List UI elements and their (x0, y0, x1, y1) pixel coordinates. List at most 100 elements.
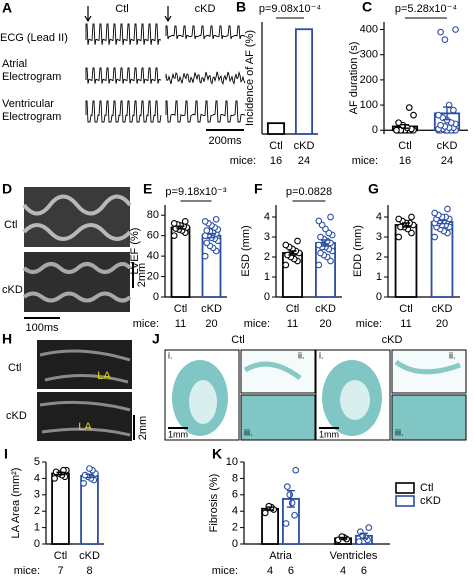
panel-letter: E (143, 181, 152, 197)
y-tick-label: 3 (264, 231, 270, 243)
traces (85, 23, 246, 123)
trace-label: Atrial (2, 58, 27, 70)
histology-tissue (189, 380, 217, 424)
histology-ckd (315, 349, 467, 441)
error-bar (402, 222, 410, 228)
echo-texture (39, 349, 131, 437)
x-tick-label: cKD (294, 140, 315, 152)
y-tick-label: 60 (147, 230, 159, 242)
n-value: 7 (57, 565, 63, 577)
data-point (437, 28, 444, 36)
data-point (437, 121, 444, 129)
panel-letter: J (152, 331, 160, 347)
data-point (431, 233, 439, 241)
y-axis-label: Fibrosis (%) (208, 474, 220, 533)
histology-tissue (243, 361, 302, 381)
data-point (441, 36, 449, 43)
arrow (84, 6, 172, 23)
y-tick-label: 80 (147, 209, 159, 221)
data-point (355, 538, 363, 545)
legend-label: Ctl (420, 482, 433, 494)
histology-tissue (340, 380, 370, 420)
n-value: 4 (340, 565, 346, 577)
histology-image (240, 349, 316, 394)
n-value: 6 (361, 565, 367, 577)
data-point (393, 126, 400, 134)
p-value: p=9.18x10⁻³ (165, 186, 226, 198)
panel-letter: K (212, 446, 222, 462)
y-tick-label: 1 (376, 271, 382, 283)
x-tick-label: Ctl (399, 303, 412, 315)
n-label: mice: (212, 565, 238, 577)
trace (165, 25, 246, 40)
n-value: 11 (400, 318, 411, 330)
error-bar (321, 239, 330, 247)
data-point (282, 241, 290, 249)
scale-label: 1mm (319, 429, 339, 439)
n-value: 20 (205, 318, 217, 330)
y-axis-label: LA Area (mm²) (10, 468, 22, 539)
data-point (327, 213, 334, 221)
x-tick-label: Ctl (174, 303, 187, 315)
n-value: 6 (288, 565, 294, 577)
data-point (315, 217, 323, 225)
x-tick-label: Ctl (398, 140, 411, 152)
error-bar (339, 536, 348, 540)
n-value: 4 (267, 565, 273, 577)
y-tick-label: 300 (360, 49, 378, 61)
y-tick-label: 0 (264, 291, 270, 303)
error-bar (438, 219, 446, 225)
histology-tissue (394, 359, 461, 375)
p-value: p=5.28x10⁻⁴ (395, 3, 457, 15)
data-point (283, 483, 291, 490)
y-tick-label: 10 (226, 456, 238, 468)
scale-label: 100ms (25, 322, 59, 334)
data-point (201, 218, 209, 225)
panel-letter: A (2, 0, 12, 16)
panel-letter: G (368, 181, 379, 197)
p-value: p=9.08x10⁻⁴ (259, 3, 321, 15)
y-tick-label: 3 (34, 489, 40, 501)
x-tick-label: cKD (315, 303, 336, 315)
data-point (410, 111, 417, 119)
y-tick-label: 2 (232, 522, 238, 534)
error-bar (286, 490, 295, 508)
x-tick-label: cKD (432, 303, 453, 315)
scale-label: 2mm (137, 416, 149, 440)
data-point (265, 502, 273, 510)
x-tick-label: cKD (201, 303, 222, 315)
data-point (294, 237, 301, 245)
data-point (261, 509, 269, 517)
y-tick-label: 3 (376, 231, 382, 243)
inset-label: iii. (244, 427, 253, 437)
data-point (315, 261, 323, 269)
y-tick-label: 8 (232, 472, 238, 484)
data-point (450, 106, 457, 114)
y-axis-label: Incidence of AF (%) (244, 30, 256, 126)
inset-label: ii. (298, 350, 305, 360)
n-value: 24 (298, 155, 310, 167)
error-bar (288, 250, 297, 256)
n-label: mice: (230, 155, 256, 167)
mmode-wall (22, 194, 132, 241)
y-tick-label: 4 (264, 211, 270, 223)
mmode-image (24, 252, 130, 312)
panel-letter: B (236, 0, 246, 15)
y-tick-label: 1 (34, 522, 40, 534)
panel-letter: I (4, 446, 8, 462)
histology-image (240, 394, 316, 441)
group-label: cKD (382, 334, 403, 346)
histology-ctl (164, 349, 316, 441)
data-point (292, 466, 300, 474)
y-axis-label: ESD (mm) (240, 225, 252, 276)
data-point (395, 119, 402, 127)
error-bar (359, 532, 368, 539)
trace (85, 23, 162, 45)
y-tick-label: 6 (232, 489, 238, 501)
x-tick-label: Atria (269, 550, 293, 562)
bar (51, 472, 70, 545)
data-point (203, 239, 211, 247)
y-axis-label: AF duration (s) (348, 42, 360, 115)
group-label: cKD (195, 3, 216, 15)
bar (266, 122, 286, 135)
